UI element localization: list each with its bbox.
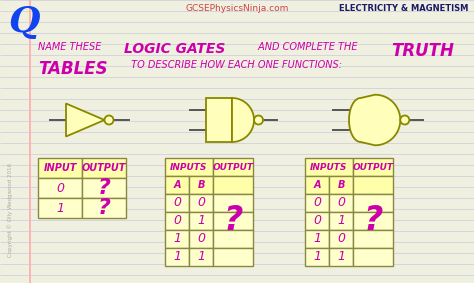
FancyBboxPatch shape (189, 230, 213, 248)
FancyBboxPatch shape (213, 230, 253, 248)
FancyBboxPatch shape (189, 176, 213, 194)
Circle shape (401, 115, 410, 125)
Text: INPUT: INPUT (43, 163, 77, 173)
Text: 1: 1 (173, 233, 181, 245)
Text: OUTPUT: OUTPUT (353, 162, 393, 171)
FancyBboxPatch shape (38, 178, 82, 198)
FancyBboxPatch shape (213, 176, 253, 194)
Text: 1: 1 (313, 250, 321, 263)
FancyBboxPatch shape (82, 158, 126, 178)
FancyBboxPatch shape (305, 176, 329, 194)
FancyBboxPatch shape (82, 198, 126, 218)
Polygon shape (66, 104, 104, 136)
FancyBboxPatch shape (305, 230, 329, 248)
FancyBboxPatch shape (165, 230, 189, 248)
FancyBboxPatch shape (165, 194, 189, 212)
Text: TRUTH: TRUTH (391, 42, 454, 60)
FancyBboxPatch shape (305, 212, 329, 230)
Text: 1: 1 (173, 250, 181, 263)
Polygon shape (232, 98, 254, 142)
Text: ?: ? (223, 205, 243, 237)
FancyBboxPatch shape (329, 194, 353, 212)
Text: TO DESCRIBE HOW EACH ONE FUNCTIONS:: TO DESCRIBE HOW EACH ONE FUNCTIONS: (128, 60, 342, 70)
Text: 0: 0 (197, 233, 205, 245)
FancyBboxPatch shape (165, 212, 189, 230)
Text: 1: 1 (337, 250, 345, 263)
FancyBboxPatch shape (189, 212, 213, 230)
FancyBboxPatch shape (165, 176, 189, 194)
FancyBboxPatch shape (189, 194, 213, 212)
Text: 0: 0 (313, 215, 321, 228)
Text: ?: ? (363, 205, 383, 237)
FancyBboxPatch shape (165, 248, 189, 266)
Text: 0: 0 (173, 215, 181, 228)
FancyBboxPatch shape (82, 178, 126, 198)
FancyBboxPatch shape (213, 212, 253, 230)
Text: A: A (173, 180, 181, 190)
Text: A: A (313, 180, 321, 190)
Text: NAME THESE: NAME THESE (38, 42, 104, 52)
FancyBboxPatch shape (353, 212, 393, 230)
Text: 0: 0 (173, 196, 181, 209)
Text: ELECTRICITY & MAGNETISM: ELECTRICITY & MAGNETISM (338, 4, 468, 13)
Text: B: B (337, 180, 345, 190)
Circle shape (104, 115, 113, 125)
Text: ?: ? (98, 198, 110, 218)
Text: 1: 1 (197, 215, 205, 228)
FancyBboxPatch shape (305, 248, 329, 266)
Text: 1: 1 (313, 233, 321, 245)
Text: GCSEPhysicsNinja.com: GCSEPhysicsNinja.com (185, 4, 289, 13)
Text: INPUTS: INPUTS (310, 162, 348, 171)
Text: Copyright © Olly Wedgwood 2016: Copyright © Olly Wedgwood 2016 (7, 163, 13, 257)
Text: OUTPUT: OUTPUT (82, 163, 126, 173)
Text: ?: ? (98, 178, 110, 198)
Text: 0: 0 (56, 181, 64, 194)
Text: B: B (197, 180, 205, 190)
FancyBboxPatch shape (353, 194, 393, 212)
FancyBboxPatch shape (38, 198, 82, 218)
Text: 1: 1 (56, 201, 64, 215)
Text: 0: 0 (197, 196, 205, 209)
Text: INPUTS: INPUTS (170, 162, 208, 171)
Circle shape (254, 115, 263, 125)
FancyBboxPatch shape (329, 248, 353, 266)
Text: 0: 0 (337, 196, 345, 209)
Polygon shape (206, 98, 232, 142)
Text: TABLES: TABLES (38, 60, 108, 78)
FancyBboxPatch shape (353, 176, 393, 194)
Text: OUTPUT: OUTPUT (212, 162, 254, 171)
FancyBboxPatch shape (165, 158, 213, 176)
Polygon shape (349, 95, 400, 145)
FancyBboxPatch shape (38, 158, 82, 178)
Text: LOGIC GATES: LOGIC GATES (124, 42, 225, 56)
Text: 1: 1 (197, 250, 205, 263)
Text: AND COMPLETE THE: AND COMPLETE THE (255, 42, 360, 52)
FancyBboxPatch shape (329, 212, 353, 230)
FancyBboxPatch shape (213, 158, 253, 176)
Text: 0: 0 (337, 233, 345, 245)
FancyBboxPatch shape (329, 176, 353, 194)
FancyBboxPatch shape (213, 194, 253, 212)
FancyBboxPatch shape (189, 248, 213, 266)
FancyBboxPatch shape (353, 248, 393, 266)
Text: 0: 0 (313, 196, 321, 209)
FancyBboxPatch shape (213, 248, 253, 266)
FancyBboxPatch shape (329, 230, 353, 248)
Text: Q: Q (8, 5, 39, 39)
FancyBboxPatch shape (305, 194, 329, 212)
FancyBboxPatch shape (353, 230, 393, 248)
FancyBboxPatch shape (353, 158, 393, 176)
FancyBboxPatch shape (305, 158, 353, 176)
Text: 1: 1 (337, 215, 345, 228)
